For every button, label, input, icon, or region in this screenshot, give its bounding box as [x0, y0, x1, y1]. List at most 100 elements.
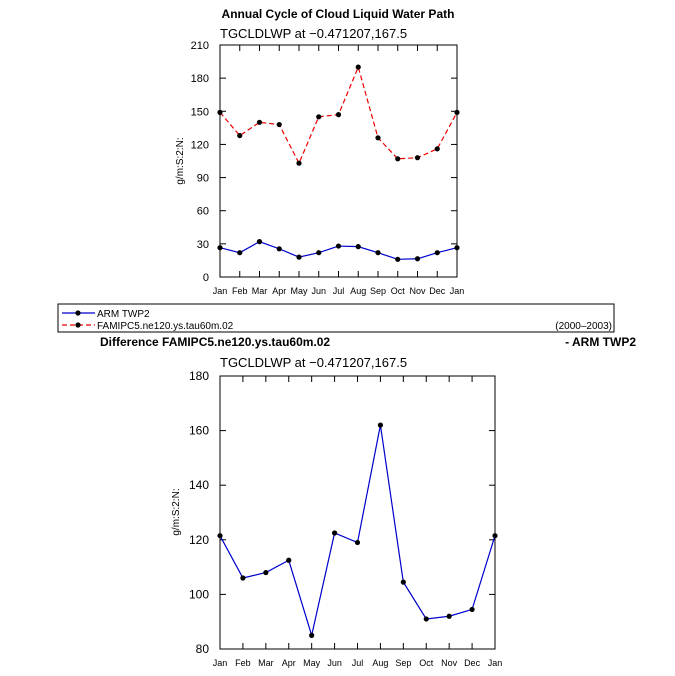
- chart-bottom-data-point: [331, 530, 338, 536]
- chart-top-x-ticks: Jan Feb Mar Apr May Jun Jul Aug Sep Oct Nov Dec Jan: [213, 45, 465, 296]
- chart-top-data-point: [434, 146, 440, 152]
- chart-bottom-x-tick-label: Nov: [441, 658, 458, 668]
- chart-top-data-point: [414, 155, 421, 161]
- chart-bottom-x-tick-label: Feb: [235, 658, 251, 668]
- chart-top-x-tick-label: Dec: [429, 286, 446, 296]
- chart-top-x-tick-label: Feb: [232, 286, 248, 296]
- legend: ARM TWP2 FAMIPC5.ne120.ys.tau60m.02 (200…: [57, 303, 615, 333]
- chart-bottom-y-tick-label: 80: [196, 642, 210, 656]
- chart-top-data-point: [454, 245, 460, 251]
- chart-top-data-point: [375, 135, 381, 141]
- chart-top-x-tick-label: Mar: [252, 286, 268, 296]
- chart-top-data-point: [414, 256, 421, 262]
- chart-top-title: Annual Cycle of Cloud Liquid Water Path: [222, 7, 455, 21]
- chart-bottom-x-tick-label: Apr: [282, 658, 296, 668]
- chart-bottom-y-tick-label: 100: [189, 587, 209, 601]
- chart-top-x-tick-label: Jun: [311, 286, 326, 296]
- chart-top-data-point: [375, 250, 381, 256]
- legend-box: [57, 303, 615, 333]
- chart-bottom-data-point: [423, 616, 429, 622]
- chart-bottom-x-tick-label: Jun: [327, 658, 342, 668]
- chart-top-x-tick-label: Jul: [333, 286, 345, 296]
- chart-top-series: [217, 64, 460, 262]
- chart-top-data-point: [296, 254, 302, 260]
- chart-top: Annual Cycle of Cloud Liquid Water Path …: [175, 7, 464, 296]
- chart-bottom-title-right: - ARM TWP2: [565, 335, 636, 349]
- chart-top-y-ticks: 0 30 60 90 120 150 180 210: [191, 40, 457, 284]
- chart-bottom-x-tick-label: Sep: [395, 658, 411, 668]
- chart-top-x-tick-label: Nov: [409, 286, 426, 296]
- chart-bottom-y-tick-label: 160: [189, 424, 209, 438]
- chart-top-y-tick-label: 150: [191, 106, 209, 118]
- chart-top-data-point: [237, 250, 243, 256]
- chart-top-data-point: [217, 109, 223, 115]
- chart-bottom-data-point: [400, 579, 406, 585]
- legend-period: (2000–2003): [555, 321, 612, 332]
- chart-bottom-data-point: [217, 533, 223, 539]
- chart-top-data-point: [256, 239, 263, 245]
- chart-bottom-ylabel: g/m:S:2:N:: [171, 488, 182, 535]
- chart-bottom-subtitle: TGCLDLWP at −0.471207,167.5: [220, 355, 407, 370]
- chart-top-data-point: [276, 121, 282, 128]
- chart-top-data-point: [434, 250, 440, 256]
- chart-top-data-point: [355, 244, 361, 250]
- chart-top-y-tick-label: 90: [197, 173, 209, 185]
- chart-top-data-point: [256, 119, 263, 125]
- chart-top-x-tick-label: Sep: [370, 286, 386, 296]
- chart-bottom-x-ticks: Jan Feb Mar Apr May Jun Jul Aug Sep Oct Nov Dec Jan: [213, 376, 503, 668]
- chart-top-data-point: [217, 245, 223, 251]
- chart-bottom-plot-frame: [219, 375, 496, 650]
- chart-top-x-tick-label: Oct: [391, 286, 406, 296]
- legend-label-arm: ARM TWP2: [97, 309, 150, 320]
- chart-bottom: Difference FAMIPC5.ne120.ys.tau60m.02 - …: [100, 335, 636, 668]
- chart-top-x-tick-label: Apr: [272, 286, 286, 296]
- chart-bottom-x-tick-label: Mar: [258, 658, 274, 668]
- chart-top-data-point: [355, 64, 361, 70]
- chart-top-x-tick-label: May: [290, 286, 308, 296]
- chart-bottom-data-point: [240, 575, 246, 581]
- chart-bottom-x-tick-label: May: [303, 658, 321, 668]
- chart-bottom-x-tick-label: Aug: [372, 658, 388, 668]
- chart-top-y-tick-label: 120: [191, 139, 209, 151]
- chart-top-y-tick-label: 0: [203, 272, 209, 284]
- chart-top-y-tick-label: 210: [191, 40, 209, 52]
- chart-bottom-data-point: [354, 539, 361, 546]
- chart-top-data-point: [454, 109, 460, 115]
- chart-top-data-point: [316, 114, 322, 120]
- chart-bottom-data-point: [377, 422, 384, 428]
- legend-label-model: FAMIPC5.ne120.ys.tau60m.02: [97, 321, 234, 332]
- chart-top-x-tick-label: Aug: [350, 286, 366, 296]
- chart-top-plot-frame: [219, 44, 458, 278]
- chart-bottom-data-point: [309, 632, 315, 638]
- chart-bottom-data-point: [492, 533, 498, 539]
- chart-top-x-tick-label: Jan: [213, 286, 228, 296]
- chart-top-x-tick-label: Jan: [450, 286, 465, 296]
- chart-bottom-series: [217, 422, 498, 638]
- chart-bottom-x-tick-label: Dec: [464, 658, 481, 668]
- chart-top-ylabel: g/m:S:2:N:: [175, 137, 186, 184]
- chart-top-data-point: [395, 256, 401, 262]
- chart-bottom-data-point: [263, 569, 269, 576]
- chart-top-data-point: [335, 112, 342, 118]
- chart-bottom-data-point: [286, 557, 292, 563]
- chart-top-y-tick-label: 30: [197, 239, 209, 251]
- chart-bottom-data-point: [446, 613, 452, 619]
- chart-bottom-data-point: [469, 606, 475, 613]
- chart-top-data-point: [276, 246, 282, 252]
- chart-top-data-point: [237, 132, 243, 139]
- chart-bottom-x-tick-label: Jan: [213, 658, 228, 668]
- chart-bottom-y-ticks: 80 100 120 140 160 180: [189, 369, 495, 656]
- chart-top-data-point: [335, 243, 342, 249]
- chart-bottom-x-tick-label: Jan: [488, 658, 503, 668]
- chart-top-data-point: [316, 250, 322, 256]
- chart-bottom-y-tick-label: 120: [189, 533, 209, 547]
- chart-bottom-x-tick-label: Oct: [419, 658, 434, 668]
- legend-marker-arm: [75, 310, 81, 316]
- chart-bottom-y-tick-label: 140: [189, 478, 209, 492]
- legend-marker-model: [75, 322, 81, 328]
- chart-top-data-point: [395, 156, 401, 162]
- chart-top-y-tick-label: 180: [191, 73, 209, 85]
- chart-top-data-point: [296, 160, 302, 166]
- chart-bottom-title-left: Difference FAMIPC5.ne120.ys.tau60m.02: [100, 335, 330, 349]
- chart-bottom-y-tick-label: 180: [189, 369, 209, 383]
